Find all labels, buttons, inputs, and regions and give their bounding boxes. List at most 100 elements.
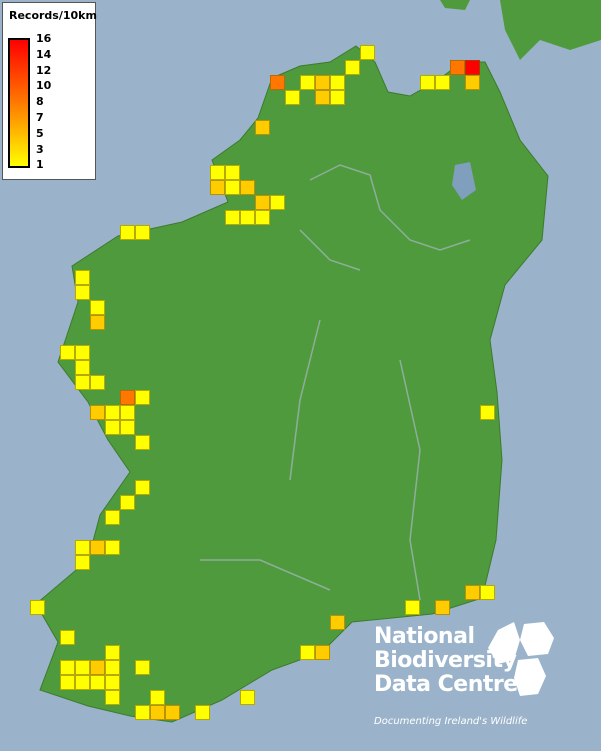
record-cell[interactable] [120,405,135,420]
record-cell[interactable] [150,690,165,705]
record-cell[interactable] [360,45,375,60]
legend-color-ramp [8,38,30,168]
legend-tick-label: 7 [36,111,44,124]
record-cell[interactable] [270,75,285,90]
record-cell[interactable] [75,675,90,690]
scotland-landmass [500,0,601,60]
record-cell[interactable] [105,660,120,675]
record-cell[interactable] [75,285,90,300]
record-cell[interactable] [330,90,345,105]
record-cell[interactable] [75,360,90,375]
record-cell[interactable] [165,705,180,720]
record-cell[interactable] [120,495,135,510]
county-borders [200,164,471,601]
record-cell[interactable] [105,540,120,555]
record-cell[interactable] [90,660,105,675]
record-cell[interactable] [90,540,105,555]
record-cell[interactable] [435,75,450,90]
record-cell[interactable] [210,165,225,180]
record-cell[interactable] [105,510,120,525]
record-cell[interactable] [480,585,495,600]
legend-tick-label: 3 [36,142,44,156]
record-cell[interactable] [315,90,330,105]
legend-tick-label: 16 [36,32,52,45]
record-cell[interactable] [255,210,270,225]
legend-tick-label: 12 [36,63,52,77]
record-cell[interactable] [75,555,90,570]
record-cell[interactable] [240,180,255,195]
record-cell[interactable] [465,60,480,75]
record-cell[interactable] [120,390,135,405]
record-cell[interactable] [255,195,270,210]
record-cell[interactable] [270,195,285,210]
record-cell[interactable] [60,675,75,690]
record-cell[interactable] [405,600,420,615]
record-cell[interactable] [225,180,240,195]
record-cell[interactable] [225,165,240,180]
record-cell[interactable] [105,405,120,420]
record-cell[interactable] [450,60,465,75]
legend-title: Records/10km [9,9,97,22]
record-cell[interactable] [480,405,495,420]
record-cell[interactable] [135,225,150,240]
record-cell[interactable] [120,225,135,240]
record-cell[interactable] [75,375,90,390]
record-cell[interactable] [75,540,90,555]
record-cell[interactable] [330,615,345,630]
record-cell[interactable] [225,210,240,225]
record-cell[interactable] [465,75,480,90]
logo-line-3: Data Centre [374,672,518,697]
record-cell[interactable] [345,60,360,75]
logo-tagline: Documenting Ireland's Wildlife [374,716,528,727]
record-cell[interactable] [105,690,120,705]
record-cell[interactable] [105,645,120,660]
record-cell[interactable] [420,75,435,90]
record-cell[interactable] [300,75,315,90]
record-cell[interactable] [285,90,300,105]
record-cell[interactable] [90,675,105,690]
record-cell[interactable] [330,75,345,90]
record-cell[interactable] [150,705,165,720]
record-cell[interactable] [195,705,210,720]
record-cell[interactable] [300,645,315,660]
record-cell[interactable] [135,390,150,405]
record-cell[interactable] [210,180,225,195]
legend-tick-label: 5 [36,126,44,140]
legend-tick-label: 1 [36,158,44,172]
record-cell[interactable] [315,645,330,660]
record-cell[interactable] [135,480,150,495]
legend: Records/10km 16 14 12 10 8 7 5 3 1 [2,2,97,180]
record-cell[interactable] [465,585,480,600]
record-cell[interactable] [120,420,135,435]
record-cell[interactable] [30,600,45,615]
record-cell[interactable] [90,300,105,315]
record-cell[interactable] [135,705,150,720]
legend-tick-label: 8 [36,95,44,109]
record-cell[interactable] [135,435,150,450]
record-cell[interactable] [75,345,90,360]
record-cell[interactable] [90,375,105,390]
logo-hexagons-icon [488,622,554,696]
record-cell[interactable] [315,75,330,90]
record-cell[interactable] [75,270,90,285]
record-cell[interactable] [90,315,105,330]
record-cell[interactable] [435,600,450,615]
record-cell[interactable] [60,345,75,360]
legend-tick-label: 14 [36,47,52,61]
record-cell[interactable] [255,120,270,135]
record-cell[interactable] [75,660,90,675]
record-cell[interactable] [90,405,105,420]
record-cell[interactable] [60,660,75,675]
record-cell[interactable] [105,675,120,690]
record-cell[interactable] [240,210,255,225]
record-cell[interactable] [60,630,75,645]
lough-neagh [452,162,476,200]
record-cell[interactable] [240,690,255,705]
record-cell[interactable] [135,660,150,675]
ireland-landmass [35,45,549,723]
legend-tick-label: 10 [36,79,52,93]
logo-line-2: Biodiversity [374,648,517,673]
record-cell[interactable] [105,420,120,435]
